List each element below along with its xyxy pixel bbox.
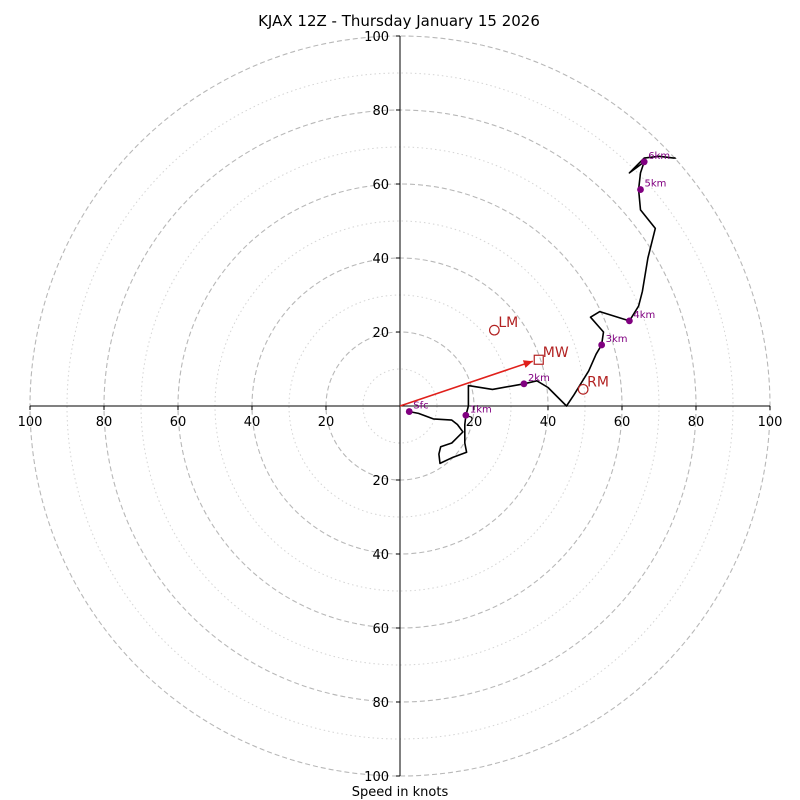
mean-wind-label: MW (543, 345, 569, 361)
height-markers: Sfc 1km 2km 3km 4km 5km 6km 7km 8km (405, 103, 796, 419)
height-marker-label: 1km (470, 404, 492, 415)
x-tick-label: 80 (688, 415, 705, 430)
tick-labels: 100 80 60 40 20 20 40 60 80 100 20 20 40 40 60 60 80 80 10… (18, 30, 783, 785)
hodograph-trace (409, 83, 771, 465)
height-marker-dot (714, 136, 722, 144)
y-tick-label-upper: 20 (372, 326, 389, 341)
x-tick-label: 100 (758, 415, 783, 430)
height-marker-label: 3km (606, 334, 628, 345)
y-tick-label-lower: 20 (372, 474, 389, 489)
x-tick-label: 20 (466, 415, 483, 430)
height-marker-dot (626, 317, 633, 325)
height-marker-label: 4km (633, 310, 655, 321)
x-tick-label: 60 (170, 415, 187, 430)
right-mover-label: RM (587, 374, 609, 390)
height-marker-dot (766, 110, 771, 118)
x-tick-label: 100 (18, 415, 43, 430)
x-tick-label: 80 (96, 415, 113, 430)
mean-wind-arrow (399, 360, 534, 407)
x-tick-label: 40 (540, 415, 557, 430)
y-tick-label-lower: 100 (364, 770, 389, 785)
chart-title: KJAX 12Z - Thursday January 15 2026 (258, 12, 540, 30)
y-tick-label-lower: 80 (372, 696, 389, 711)
storm-motion: MW LM RM (399, 315, 609, 407)
x-tick-label: 20 (318, 415, 335, 430)
wind-profile (409, 83, 771, 465)
height-marker-dot (640, 158, 648, 166)
height-marker-dot (520, 380, 528, 388)
height-marker-label: 8km (774, 103, 796, 114)
height-marker-dot (405, 408, 413, 415)
height-marker-label: Sfc (413, 401, 428, 412)
left-mover-marker (488, 324, 500, 336)
mean-wind-marker (533, 354, 544, 365)
height-marker-label: 2km (528, 373, 550, 384)
height-marker-dot (598, 341, 606, 349)
height-marker-label: 5km (645, 179, 667, 190)
height-marker-dot (462, 411, 470, 419)
x-axis-label: Speed in knots (352, 785, 449, 800)
height-marker-dot (637, 186, 644, 193)
y-tick-label-upper: 40 (372, 252, 389, 267)
y-tick-label-lower: 60 (372, 622, 389, 637)
right-mover-marker (577, 383, 589, 395)
x-tick-label: 60 (614, 415, 631, 430)
mean-wind-arrowhead (522, 360, 533, 368)
y-tick-label-upper: 60 (372, 178, 389, 193)
left-mover-label: LM (498, 315, 518, 331)
y-tick-label-upper: 80 (372, 104, 389, 119)
y-tick-label-lower: 40 (372, 548, 389, 563)
x-tick-label: 40 (244, 415, 261, 430)
height-marker-label: 6km (648, 151, 670, 162)
y-tick-label-upper: 100 (364, 30, 389, 45)
height-marker-label: 7km (722, 129, 744, 140)
